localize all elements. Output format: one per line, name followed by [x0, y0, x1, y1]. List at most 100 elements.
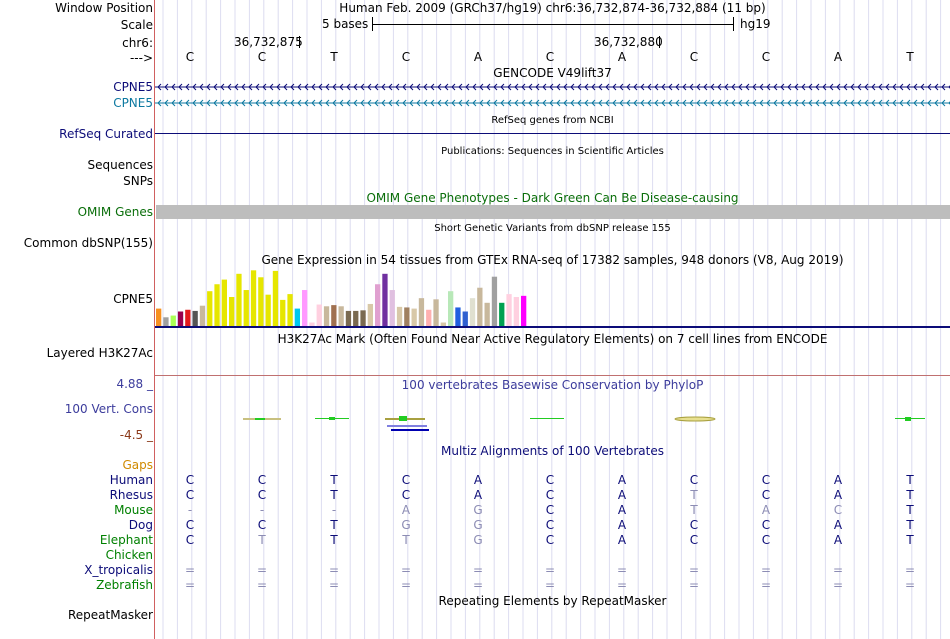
gtex-tissue-bar: [418, 298, 425, 326]
refseq-label[interactable]: RefSeq Curated: [59, 127, 153, 141]
gtex-tissue-bar: [177, 311, 184, 326]
snps-label[interactable]: SNPs: [123, 174, 153, 188]
gtex-tissue-bar: [433, 299, 439, 326]
gene-strand-chevron: [304, 99, 309, 107]
gene-strand-chevron: [556, 99, 561, 107]
gene-strand-chevron: [801, 83, 806, 91]
gene-strand-chevron: [171, 83, 176, 91]
dbsnp-label[interactable]: Common dbSNP(155): [23, 236, 153, 250]
omim-gene-bar[interactable]: [156, 205, 950, 219]
gene-strand-chevron: [283, 99, 288, 107]
gene-strand-chevron: [717, 99, 722, 107]
alignment-base: -: [187, 503, 193, 517]
gene-strand-chevron: [199, 99, 204, 107]
gene-strand-chevron: [934, 83, 939, 91]
scale-assembly: hg19: [740, 17, 771, 31]
gaps-label[interactable]: Gaps: [122, 458, 153, 472]
phylop-min-label: -4.5 _: [119, 428, 153, 442]
gene-strand-chevron: [507, 99, 512, 107]
refseq-gene-line[interactable]: [155, 133, 950, 134]
gene-strand-chevron: [892, 83, 897, 91]
gene-strand-chevron: [451, 99, 456, 107]
species-label[interactable]: Mouse: [114, 503, 153, 517]
gtex-label[interactable]: CPNE5: [113, 292, 153, 306]
gene-strand-chevron: [766, 83, 771, 91]
gencode-gene-label-1[interactable]: CPNE5: [113, 80, 153, 94]
gencode-gene-label-2[interactable]: CPNE5: [113, 96, 153, 110]
gencode-gene-cpne5-2[interactable]: [155, 97, 950, 109]
gtex-tissue-bar: [426, 309, 432, 326]
gtex-tissue-bar: [265, 294, 271, 326]
scale-bases-text: 5 bases: [322, 17, 369, 31]
h3k27-baseline: [155, 375, 950, 376]
gene-strand-chevron: [682, 83, 687, 91]
alignment-base: T: [690, 503, 698, 517]
base-letter: C: [761, 50, 771, 64]
alignment-base: T: [330, 518, 338, 532]
species-label[interactable]: Rhesus: [109, 488, 153, 502]
alignment-base: C: [257, 518, 267, 532]
gtex-expression-chart[interactable]: [155, 268, 950, 330]
repeat-label[interactable]: RepeatMasker: [67, 608, 153, 622]
phylop-conservation-plot[interactable]: [155, 410, 950, 436]
alignment-base: T: [906, 518, 914, 532]
h3k27-label[interactable]: Layered H3K27Ac: [46, 346, 153, 360]
phylop-mark-2b: [329, 417, 335, 420]
gene-strand-chevron: [794, 83, 799, 91]
gene-strand-chevron: [850, 83, 855, 91]
gene-strand-chevron: [388, 99, 393, 107]
gtex-tissue-bar: [484, 302, 490, 326]
alignment-base: G: [473, 518, 483, 532]
gene-strand-chevron: [780, 99, 785, 107]
gene-strand-chevron: [857, 83, 862, 91]
phylop-label[interactable]: 100 Vert. Cons: [64, 402, 153, 416]
species-label[interactable]: Human: [109, 473, 153, 487]
species-label[interactable]: Elephant: [99, 533, 153, 547]
gene-strand-chevron: [857, 99, 862, 107]
gene-strand-chevron: [437, 99, 442, 107]
gene-strand-chevron: [521, 99, 526, 107]
gene-strand-chevron: [689, 83, 694, 91]
gtex-tissue-bar: [389, 290, 395, 326]
gene-strand-chevron: [703, 83, 708, 91]
gene-strand-chevron: [647, 83, 652, 91]
species-label[interactable]: Zebrafish: [96, 578, 153, 592]
gene-strand-chevron: [416, 99, 421, 107]
alignment-base: C: [185, 473, 195, 487]
gtex-tissue-bar: [331, 305, 337, 326]
gene-strand-chevron: [836, 83, 841, 91]
gene-strand-chevron: [773, 83, 778, 91]
species-label[interactable]: X_tropicalis: [84, 563, 153, 577]
phylop-mark-6b: [905, 417, 911, 421]
species-label[interactable]: Dog: [128, 518, 153, 532]
gene-strand-chevron: [563, 83, 568, 91]
gene-strand-chevron: [528, 83, 533, 91]
alignment-base: C: [833, 503, 843, 517]
base-letter: T: [906, 50, 914, 64]
gene-strand-chevron: [703, 99, 708, 107]
gtex-tissue-bar: [280, 299, 286, 326]
gene-strand-chevron: [213, 83, 218, 91]
gene-strand-chevron: [675, 83, 680, 91]
gene-strand-chevron: [577, 99, 582, 107]
gene-strand-chevron: [605, 99, 610, 107]
gene-strand-chevron: [514, 99, 519, 107]
h3k27-title: H3K27Ac Mark (Often Found Near Active Re…: [277, 332, 828, 346]
omim-label[interactable]: OMIM Genes: [77, 205, 153, 219]
gtex-tissue-bar: [294, 308, 300, 326]
gtex-tissue-bar: [353, 310, 359, 326]
gencode-gene-cpne5-1[interactable]: [155, 81, 950, 93]
alignment-base: G: [401, 518, 411, 532]
gene-strand-chevron: [598, 83, 603, 91]
gene-strand-chevron: [248, 99, 253, 107]
gene-strand-chevron: [927, 99, 932, 107]
gtex-tissue-bar: [455, 307, 461, 326]
species-label[interactable]: Chicken: [105, 548, 153, 562]
gene-strand-chevron: [374, 83, 379, 91]
alignment-base: =: [184, 563, 196, 577]
gene-strand-chevron: [318, 83, 323, 91]
alignment-base: T: [690, 488, 698, 502]
pubs-label[interactable]: Sequences: [87, 158, 153, 172]
label-divider[interactable]: [154, 0, 155, 639]
alignment-base: =: [688, 563, 700, 577]
